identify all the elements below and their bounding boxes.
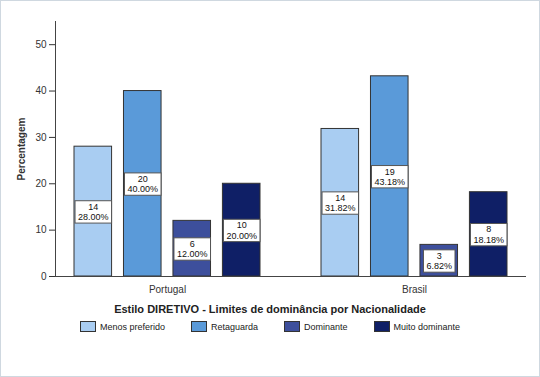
svg-text:612.00%: 612.00% (177, 239, 208, 259)
html-text:Retaguarda: Retaguarda (211, 321, 258, 332)
svg-text:50: 50 (35, 39, 47, 50)
html-text:Muito dominante: Muito dominante (393, 321, 461, 332)
svg-text:2040.00%: 2040.00% (127, 174, 158, 194)
svg-text:20: 20 (35, 178, 47, 189)
svg-text:36.82%: 36.82% (426, 251, 452, 271)
svg-text:Brasil: Brasil (402, 284, 427, 295)
html-text:Estilo DIRETIVO - Limites de d: Estilo DIRETIVO - Limites de dominância … (114, 303, 426, 315)
svg-text:10: 10 (35, 224, 47, 235)
svg-text:Percentagem: Percentagem (16, 117, 27, 180)
html-text:Dominante: Dominante (304, 321, 348, 332)
svg-text:30: 30 (35, 132, 47, 143)
svg-text:Portugal: Portugal (149, 284, 186, 295)
svg-text:1943.18%: 1943.18% (374, 167, 405, 187)
svg-text:1428.00%: 1428.00% (78, 202, 109, 222)
svg-text:0: 0 (41, 271, 47, 282)
svg-text:1020.00%: 1020.00% (226, 220, 257, 240)
svg-text:818.18%: 818.18% (473, 224, 504, 244)
svg-text:40: 40 (35, 85, 47, 96)
svg-text:1431.82%: 1431.82% (325, 193, 356, 213)
html-text:Menos preferido: Menos preferido (99, 321, 165, 332)
